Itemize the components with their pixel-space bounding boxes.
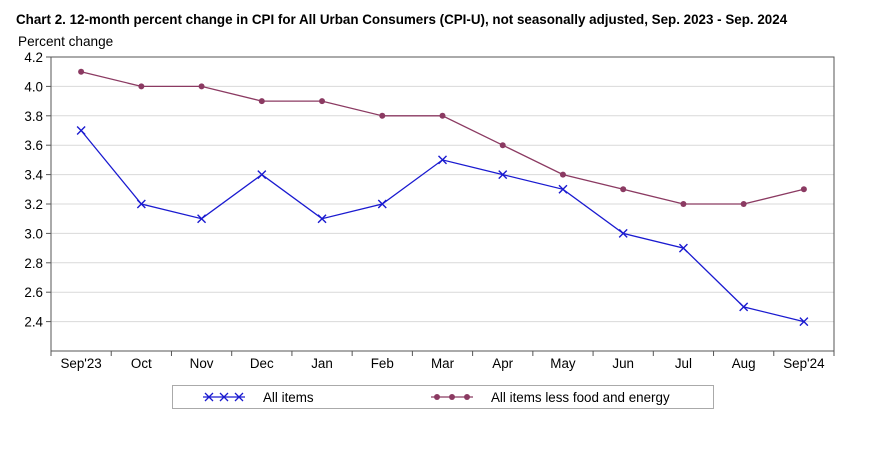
series-line-core xyxy=(80,71,805,205)
data-point-core xyxy=(800,186,807,193)
data-point-core xyxy=(620,186,627,193)
y-tick-label: 3.4 xyxy=(24,168,43,183)
data-point-core xyxy=(499,142,506,149)
y-tick-label: 3.0 xyxy=(24,226,43,241)
legend-item-core: All items less food and energy xyxy=(429,386,670,408)
data-point-all-items xyxy=(377,199,387,209)
data-point-core xyxy=(319,98,326,105)
x-tick-label: Apr xyxy=(492,356,513,371)
y-tick-label: 4.2 xyxy=(24,50,43,65)
data-point-core xyxy=(559,171,566,178)
y-tick-label: 2.4 xyxy=(24,315,43,330)
legend-x-marker-icon xyxy=(203,392,245,402)
y-tick-label: 3.6 xyxy=(24,138,43,153)
data-point-core xyxy=(439,112,446,119)
data-point-core xyxy=(78,68,85,75)
x-tick-label: Dec xyxy=(250,356,274,371)
data-point-core xyxy=(680,201,687,207)
data-point-core xyxy=(198,83,205,90)
x-tick-label: Oct xyxy=(131,356,152,371)
y-tick-label: 4.0 xyxy=(24,79,43,94)
y-tick-label: 2.6 xyxy=(24,285,43,300)
y-axis-label: Percent change xyxy=(18,34,114,49)
data-point-all-items xyxy=(678,243,688,253)
plot-area xyxy=(50,56,835,352)
data-point-all-items xyxy=(136,199,146,209)
x-tick-label: May xyxy=(550,356,576,371)
data-point-all-items xyxy=(438,155,447,165)
data-point-all-items xyxy=(558,184,568,194)
x-tick-label: Mar xyxy=(431,356,455,371)
legend-item-all-items: All items xyxy=(201,386,314,408)
data-point-core xyxy=(379,112,386,119)
x-tick-label: Aug xyxy=(732,356,756,371)
legend: All items All items less food and energy xyxy=(172,385,714,409)
x-tick-label: Jun xyxy=(612,356,634,371)
data-point-core xyxy=(740,201,747,207)
data-point-all-items xyxy=(739,302,749,312)
data-point-all-items xyxy=(799,317,809,327)
x-tick-label: Jul xyxy=(675,356,692,371)
data-point-all-items xyxy=(618,228,628,238)
data-point-core xyxy=(258,98,265,105)
legend-circle-marker-icon xyxy=(431,394,473,400)
data-point-all-items xyxy=(317,214,327,224)
data-point-all-items xyxy=(197,214,207,224)
x-tick-label: Sep'24 xyxy=(783,356,825,371)
data-point-all-items xyxy=(498,170,508,180)
data-point-all-items xyxy=(257,170,267,180)
legend-label-all-items: All items xyxy=(263,389,314,405)
x-tick-label: Jan xyxy=(311,356,333,371)
y-tick-label: 3.8 xyxy=(24,109,43,124)
data-point-core xyxy=(138,83,145,90)
chart-title: Chart 2. 12-month percent change in CPI … xyxy=(16,12,788,27)
x-tick-label: Sep'23 xyxy=(60,356,101,371)
legend-label-core: All items less food and energy xyxy=(491,389,670,405)
x-tick-label: Feb xyxy=(371,356,394,371)
y-tick-label: 3.2 xyxy=(24,197,43,212)
data-point-all-items xyxy=(76,126,86,135)
y-tick-label: 2.8 xyxy=(24,256,43,271)
x-tick-label: Nov xyxy=(190,356,214,371)
